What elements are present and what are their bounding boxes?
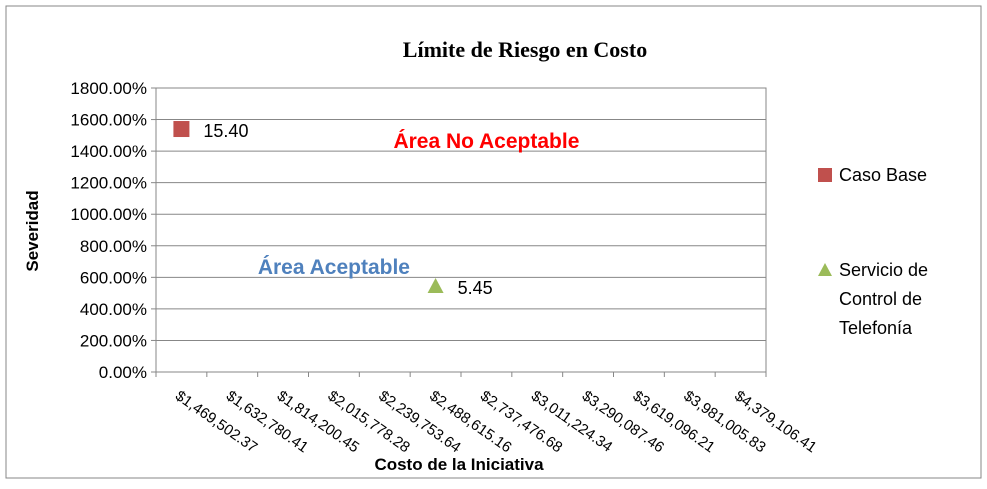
- y-axis-label: Severidad: [23, 190, 42, 271]
- y-tick-label: 1600.00%: [70, 111, 147, 130]
- region-label: Área Aceptable: [258, 256, 410, 279]
- y-tick-label: 600.00%: [80, 268, 147, 287]
- y-tick-label: 1800.00%: [70, 79, 147, 98]
- y-tick-label: 0.00%: [99, 363, 147, 382]
- region-label: Área No Aceptable: [393, 130, 579, 153]
- data-point-triangle: [427, 278, 444, 294]
- legend-entry-text: Telefonía: [839, 318, 913, 338]
- data-label: 15.40: [203, 121, 248, 141]
- data-point-square: [173, 121, 190, 138]
- chart-border: [5, 5, 982, 479]
- y-axis-ticks: 0.00% 200.00% 400.00% 600.00% 800.00% 1000.00…: [70, 79, 156, 382]
- data-points: 15.40 5.45: [173, 121, 493, 298]
- chart-title: Límite de Riesgo en Costo: [403, 37, 647, 62]
- legend-entry-text: Servicio de: [839, 260, 928, 280]
- y-tick-label: 800.00%: [80, 237, 147, 256]
- y-tick-label: 1000.00%: [70, 205, 147, 224]
- y-tick-label: 1400.00%: [70, 142, 147, 161]
- y-tick-label: 200.00%: [80, 331, 147, 350]
- x-axis-label: Costo de la Iniciativa: [374, 455, 544, 474]
- y-tick-label: 1200.00%: [70, 174, 147, 193]
- y-tick-label: 400.00%: [80, 300, 147, 319]
- legend-entry-text: Caso Base: [839, 165, 927, 185]
- data-label: 5.45: [458, 278, 493, 298]
- legend-marker-square: [818, 168, 832, 182]
- region-annotations: Área No Aceptable Área Aceptable: [258, 130, 580, 279]
- legend-marker-triangle: [818, 263, 832, 276]
- legend: Caso Base Servicio de Control de Telefonía: [818, 165, 928, 338]
- legend-entry-text: Control de: [839, 289, 922, 309]
